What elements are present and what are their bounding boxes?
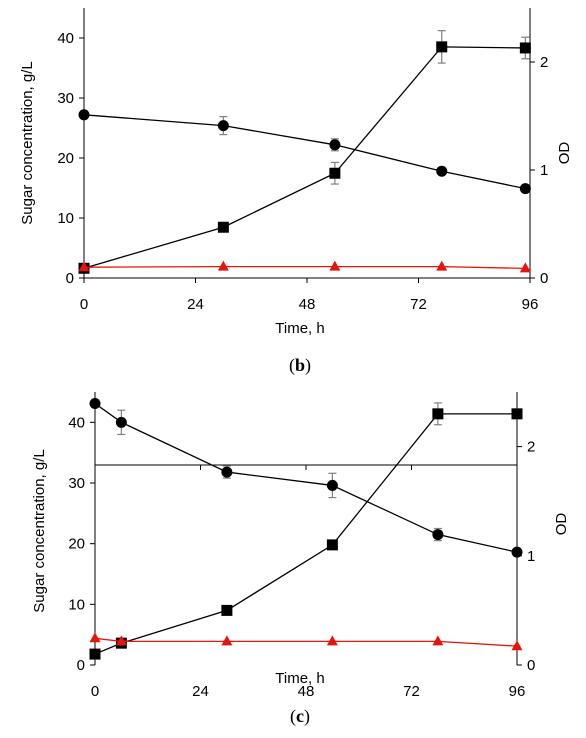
series-line <box>83 114 526 190</box>
y2-tick-label: 1 <box>527 548 535 565</box>
y-tick-label: 40 <box>57 30 74 47</box>
data-point-circle <box>78 109 90 121</box>
caption-letter: b <box>295 355 305 375</box>
plot-area <box>89 398 523 660</box>
x-tick-label: 48 <box>299 296 316 313</box>
data-point-circle <box>511 546 523 558</box>
data-point-circle <box>115 416 127 428</box>
series-triangle <box>78 260 531 273</box>
data-point-circle <box>436 165 448 177</box>
y-axis-left-title: Sugar concentration, g/L <box>19 61 36 224</box>
y-tick-label: 40 <box>68 414 85 431</box>
series-line <box>94 413 517 655</box>
y-tick-label: 10 <box>57 210 74 227</box>
y-tick-label: 10 <box>68 596 85 613</box>
caption-letter: c <box>296 706 304 726</box>
y-tick-label: 20 <box>68 536 85 553</box>
y-tick-label: 30 <box>57 90 74 107</box>
data-point-triangle <box>217 260 229 271</box>
series-triangle <box>89 632 523 651</box>
x-tick-label: 72 <box>403 683 420 700</box>
data-point-triangle <box>329 260 341 271</box>
y2-tick-label: 1 <box>540 162 548 179</box>
data-point-circle <box>89 398 101 410</box>
y2-tick-label: 0 <box>527 657 535 674</box>
series-square <box>89 402 523 660</box>
data-point-square <box>432 408 444 420</box>
y-axis-left: Sugar concentration, g/L 0 10 20 30 40 <box>19 8 85 287</box>
data-point-square <box>221 604 233 616</box>
y-tick-label: 0 <box>77 657 85 674</box>
data-point-circle <box>221 466 233 478</box>
series-circle <box>89 398 523 558</box>
y-tick-label: 0 <box>66 270 74 287</box>
y-axis-left-title: Sugar concentration, g/L <box>31 449 48 612</box>
panel-caption: (c) <box>290 706 310 727</box>
y-axis-right-title: OD <box>556 142 573 165</box>
y2-tick-label: 2 <box>540 54 548 71</box>
data-point-triangle <box>221 635 233 646</box>
x-axis: Time, h 0 24 48 72 96 <box>80 277 539 337</box>
series-square <box>78 30 531 274</box>
data-point-triangle <box>326 635 338 646</box>
series-line <box>83 265 526 270</box>
x-tick-label: 48 <box>298 683 315 700</box>
y2-tick-label: 0 <box>540 270 548 287</box>
x-tick-label: 0 <box>91 683 99 700</box>
series-line <box>83 46 526 269</box>
x-axis: Time, h 0 24 48 72 96 <box>91 464 526 700</box>
caption-close-paren: ) <box>305 355 311 376</box>
data-point-circle <box>432 529 444 541</box>
series-line <box>94 402 518 553</box>
plot-area <box>78 30 531 274</box>
x-tick-label: 0 <box>80 296 88 313</box>
panel-caption: (b) <box>289 355 311 376</box>
data-point-triangle <box>89 632 101 643</box>
x-axis-title: Time, h <box>275 320 324 337</box>
x-tick-label: 24 <box>192 683 209 700</box>
data-point-triangle <box>519 262 531 273</box>
data-point-triangle <box>78 261 90 272</box>
data-point-triangle <box>436 260 448 271</box>
data-point-triangle <box>115 635 127 646</box>
data-point-square <box>326 539 338 551</box>
y2-tick-label: 2 <box>527 439 535 456</box>
series-line <box>94 637 518 647</box>
x-tick-label: 96 <box>509 683 526 700</box>
y-axis-right: OD 0 1 2 <box>516 392 570 674</box>
data-point-circle <box>519 183 531 195</box>
caption-open-paren: ( <box>289 355 295 376</box>
data-point-square <box>217 221 229 233</box>
y-axis-right-title: OD <box>553 513 570 536</box>
data-point-square <box>519 42 531 54</box>
x-tick-label: 24 <box>187 296 204 313</box>
data-point-square <box>511 408 523 420</box>
chart-panel-c: Time, h 0 24 48 72 96 Sugar concentration, g… <box>31 392 570 727</box>
caption-close-paren: ) <box>304 706 310 727</box>
series-circle <box>78 109 531 195</box>
x-tick-label: 96 <box>522 296 539 313</box>
y-axis-right: OD 0 1 2 <box>529 8 573 287</box>
data-point-circle <box>326 479 338 491</box>
caption-open-paren: ( <box>290 706 296 727</box>
data-point-triangle <box>511 640 523 651</box>
y-tick-label: 30 <box>68 475 85 492</box>
y-tick-label: 20 <box>57 150 74 167</box>
data-point-square <box>89 648 101 660</box>
y-axis-left: Sugar concentration, g/L 0 10 20 30 40 <box>31 392 96 674</box>
data-point-square <box>436 41 448 53</box>
data-point-circle <box>329 139 341 151</box>
data-point-triangle <box>432 635 444 646</box>
x-tick-label: 72 <box>410 296 427 313</box>
x-axis-title: Time, h <box>275 670 324 687</box>
data-point-square <box>329 167 341 179</box>
chart-panel-b: Time, h 0 24 48 72 96 Sugar concentration, g… <box>19 8 573 376</box>
data-point-circle <box>217 120 229 132</box>
